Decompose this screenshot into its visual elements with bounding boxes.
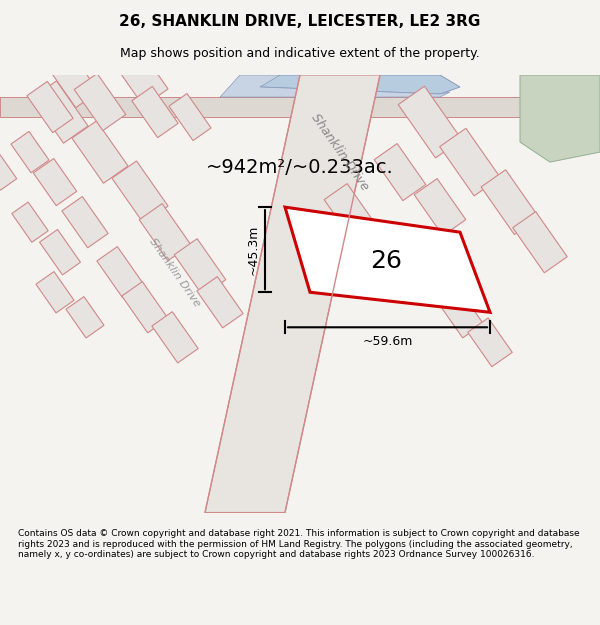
Polygon shape	[74, 74, 126, 131]
Polygon shape	[285, 207, 490, 312]
Polygon shape	[122, 282, 168, 333]
Polygon shape	[481, 170, 539, 234]
Polygon shape	[152, 312, 198, 363]
Polygon shape	[32, 81, 88, 143]
Text: Map shows position and indicative extent of the property.: Map shows position and indicative extent…	[120, 48, 480, 61]
Polygon shape	[0, 97, 600, 117]
Polygon shape	[205, 75, 380, 512]
Polygon shape	[66, 297, 104, 338]
Polygon shape	[513, 212, 567, 272]
Polygon shape	[437, 287, 483, 338]
Polygon shape	[62, 196, 108, 248]
Polygon shape	[414, 179, 466, 236]
Polygon shape	[397, 252, 443, 303]
Text: Contains OS data © Crown copyright and database right 2021. This information is : Contains OS data © Crown copyright and d…	[18, 529, 580, 559]
Polygon shape	[440, 128, 500, 196]
Polygon shape	[367, 222, 413, 273]
Polygon shape	[398, 86, 462, 158]
Polygon shape	[12, 202, 48, 242]
Polygon shape	[139, 204, 191, 261]
Text: Shanklin Drive: Shanklin Drive	[148, 236, 202, 308]
Polygon shape	[112, 44, 168, 106]
Polygon shape	[324, 184, 376, 241]
Polygon shape	[468, 318, 512, 367]
Text: ~45.3m: ~45.3m	[247, 224, 260, 275]
Polygon shape	[132, 86, 178, 138]
Polygon shape	[72, 121, 128, 183]
Polygon shape	[41, 42, 98, 107]
Text: ~59.6m: ~59.6m	[362, 335, 413, 348]
Text: Shanklin Drive: Shanklin Drive	[308, 111, 371, 193]
Polygon shape	[220, 75, 450, 97]
Polygon shape	[352, 222, 398, 273]
Polygon shape	[374, 144, 426, 201]
Polygon shape	[112, 161, 168, 223]
Polygon shape	[97, 247, 143, 298]
Polygon shape	[520, 75, 600, 162]
Polygon shape	[0, 154, 17, 190]
Text: 26: 26	[370, 249, 402, 273]
Polygon shape	[27, 81, 73, 132]
Polygon shape	[174, 239, 226, 296]
Polygon shape	[33, 159, 77, 206]
Polygon shape	[11, 131, 49, 173]
Polygon shape	[260, 75, 460, 94]
Polygon shape	[36, 272, 74, 313]
Polygon shape	[169, 94, 211, 141]
Text: 26, SHANKLIN DRIVE, LEICESTER, LE2 3RG: 26, SHANKLIN DRIVE, LEICESTER, LE2 3RG	[119, 14, 481, 29]
Polygon shape	[197, 277, 243, 328]
Polygon shape	[40, 229, 80, 275]
Text: ~942m²/~0.233ac.: ~942m²/~0.233ac.	[206, 158, 394, 177]
